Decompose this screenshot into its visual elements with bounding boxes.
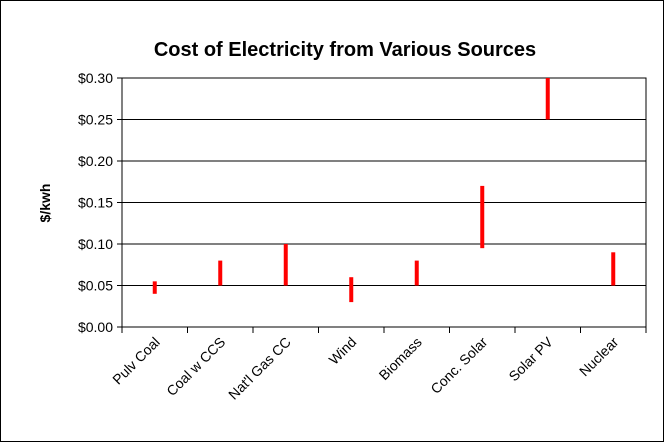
y-tick-label: $0.30	[78, 70, 113, 86]
range-bar-7	[545, 78, 550, 120]
chart-title: Cost of Electricity from Various Sources	[154, 39, 536, 61]
range-bar-4	[349, 277, 354, 303]
y-tick-label: $0.05	[78, 278, 113, 294]
range-bars	[152, 78, 616, 303]
y-tick-label: $0.00	[78, 319, 113, 335]
y-axis: $0.00 $0.05 $0.10 $0.15 $0.20 $0.25 $0.30	[78, 70, 122, 335]
range-bar-2	[218, 260, 223, 286]
range-bar-1	[152, 281, 157, 294]
range-bar-8	[611, 252, 616, 286]
y-tick-label: $0.20	[78, 153, 113, 169]
range-bar-5	[414, 260, 419, 286]
y-tick-label: $0.10	[78, 236, 113, 252]
range-bar-3	[283, 244, 288, 286]
y-axis-label: $/kwh	[37, 184, 53, 223]
range-bar-6	[480, 185, 485, 249]
y-tick-label: $0.15	[78, 195, 113, 211]
y-tick-label: $0.25	[78, 112, 113, 128]
